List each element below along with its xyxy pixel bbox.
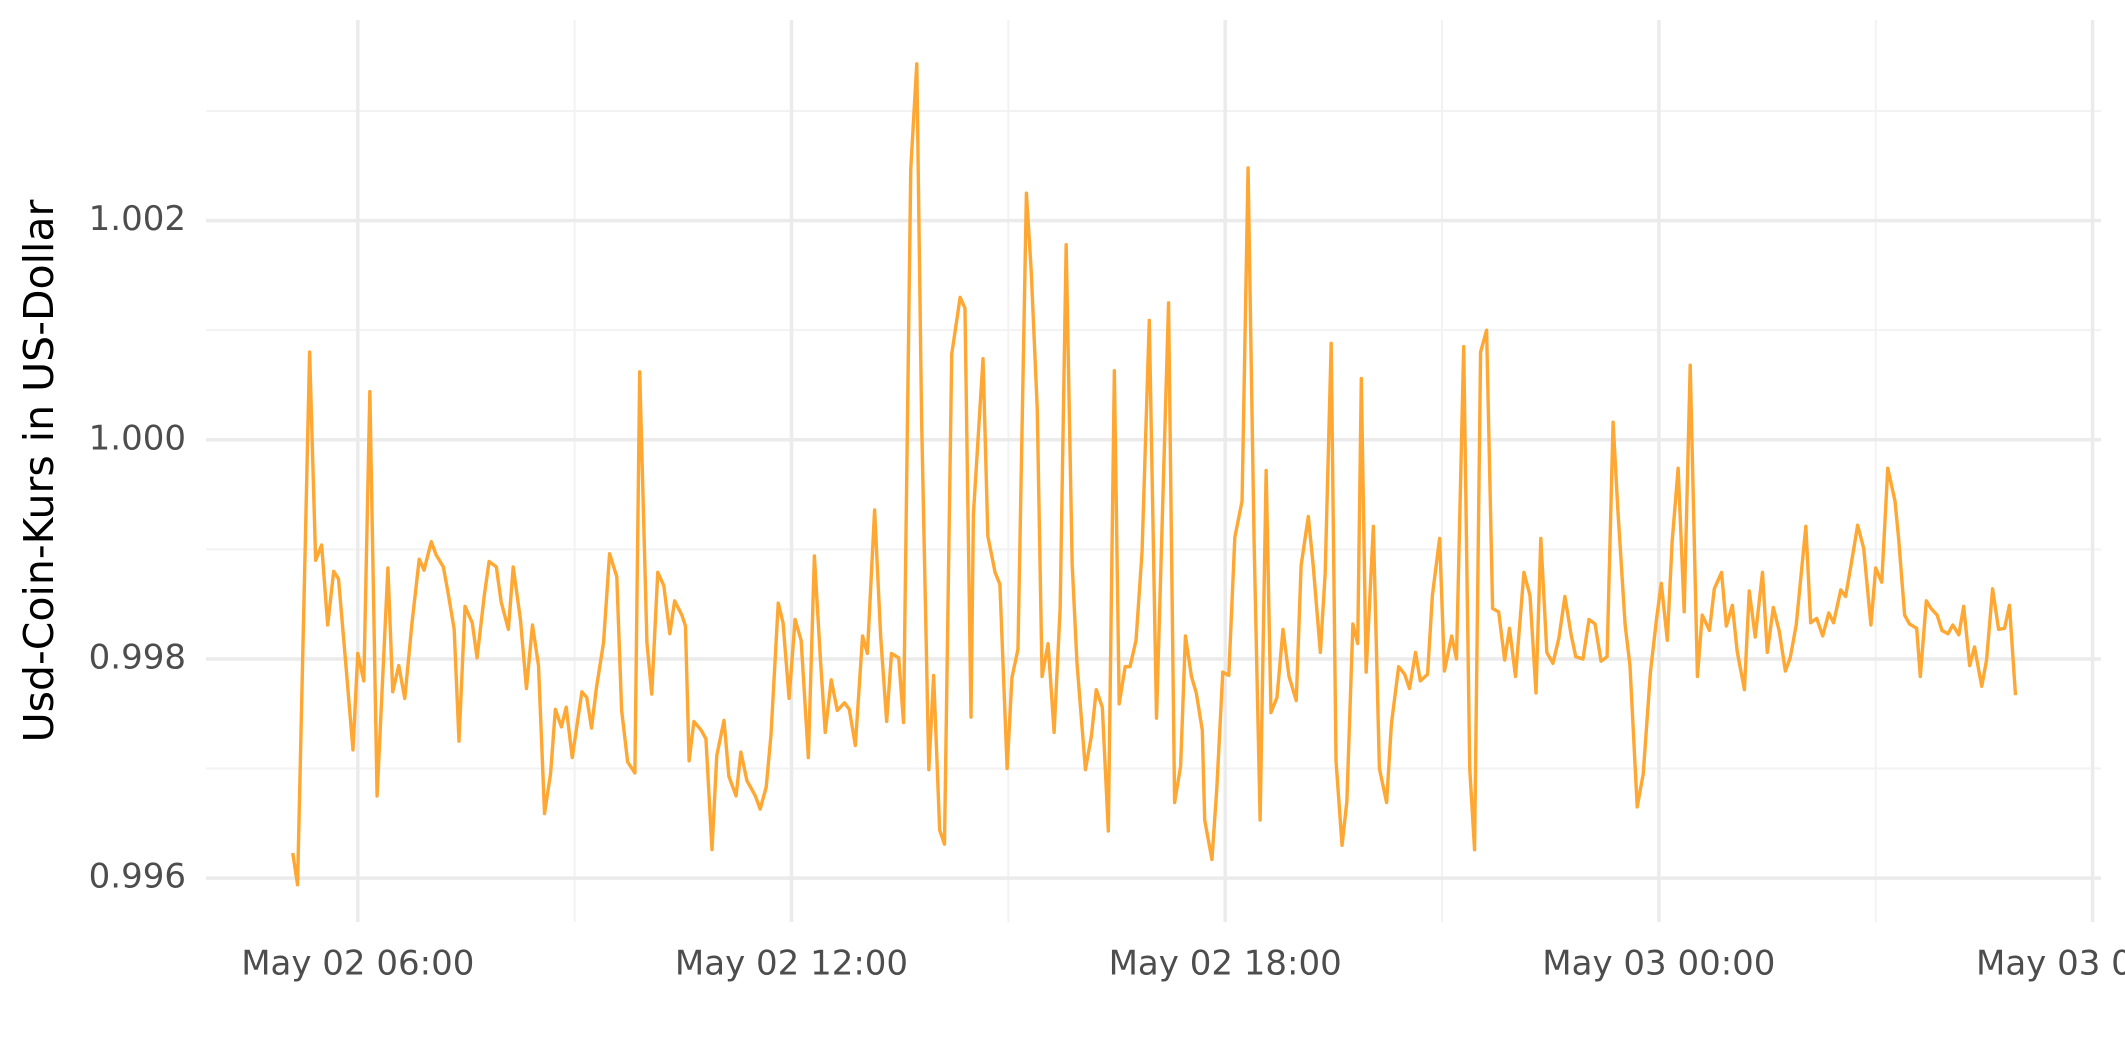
x-tick-label: May 03 00:00 — [1542, 944, 1775, 984]
x-tick-label: May 02 18:00 — [1109, 944, 1342, 984]
x-tick-label: May 02 12:00 — [675, 944, 908, 984]
y-tick-label: 0.996 — [89, 857, 186, 897]
y-axis-title: Usd-Coin-Kurs in US-Dollar — [15, 199, 63, 742]
x-tick-label: May 03 06:00 — [1976, 944, 2125, 984]
line — [291, 62, 2018, 887]
y-tick-label: 1.000 — [89, 418, 186, 458]
y-tick-label: 1.002 — [89, 199, 186, 239]
x-tick-label: May 02 06:00 — [241, 944, 474, 984]
y-tick-label: 0.998 — [89, 637, 186, 677]
